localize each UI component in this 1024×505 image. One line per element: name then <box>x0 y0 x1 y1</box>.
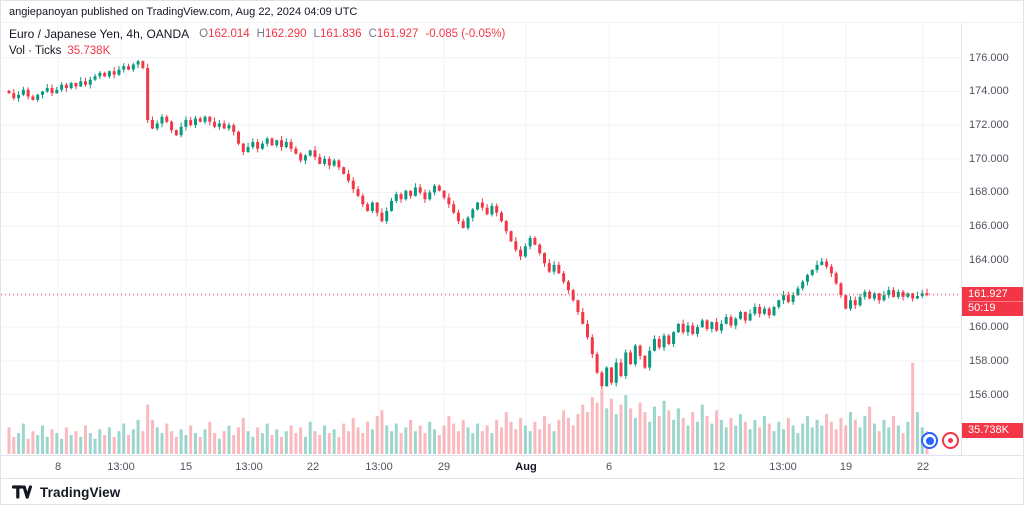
time-axis-label: 13:00 <box>365 461 393 473</box>
volume-series <box>7 362 929 454</box>
tradingview-wordmark[interactable]: TradingView <box>40 484 121 500</box>
time-axis-label: 13:00 <box>769 461 797 473</box>
bar-countdown: 50:19 <box>968 300 1023 315</box>
chart-legend: Euro / Japanese Yen, 4h, OANDA O162.014 … <box>9 26 505 59</box>
price-scale-label: 172.000 <box>969 119 1009 132</box>
price-scale-label: 170.000 <box>969 152 1009 165</box>
volume-value: 35.738K <box>67 45 111 57</box>
time-axis-label: 29 <box>437 461 451 473</box>
chart-canvas[interactable] <box>1 23 1024 455</box>
current-price-value: 161.927 <box>968 287 1008 300</box>
legend-change: -0.085 (-0.05%) <box>425 28 506 40</box>
time-axis-label: 15 <box>179 461 193 473</box>
time-axis-label: Aug <box>515 461 537 473</box>
blue-dot-marker-icon[interactable] <box>921 432 938 449</box>
price-scale-label: 160.000 <box>969 321 1009 334</box>
current-price-badge: 161.927 50:19 <box>962 286 1023 316</box>
legend-low: L161.836 <box>313 28 362 40</box>
price-scale-label: 158.000 <box>969 354 1009 367</box>
symbol-title[interactable]: Euro / Japanese Yen, 4h, OANDA <box>9 27 190 41</box>
attribution-text: angiepanoyan published on TradingView.co… <box>9 6 358 18</box>
red-dot-marker-icon[interactable] <box>942 432 959 449</box>
current-volume-value: 35.738K <box>968 424 1009 437</box>
price-scale-label: 176.000 <box>969 51 1009 64</box>
price-scale-label: 168.000 <box>969 186 1009 199</box>
grid-lines <box>1 23 962 454</box>
legend-volume-row: Vol · Ticks 35.738K <box>9 43 505 59</box>
legend-close: C161.927 <box>368 28 419 40</box>
time-axis-label: 6 <box>605 461 613 473</box>
tradingview-logo-icon[interactable] <box>11 483 33 501</box>
time-axis-label: 13:00 <box>235 461 263 473</box>
price-scale-label: 166.000 <box>969 220 1009 233</box>
time-axis-label: 22 <box>916 461 930 473</box>
time-axis-label: 12 <box>712 461 726 473</box>
time-axis-label: 13:00 <box>107 461 135 473</box>
volume-label: Vol · Ticks <box>9 45 62 57</box>
legend-ohlc-row: Euro / Japanese Yen, 4h, OANDA O162.014 … <box>9 26 505 42</box>
time-axis-label: 19 <box>839 461 853 473</box>
price-scale-label: 164.000 <box>969 253 1009 266</box>
current-volume-badge: 35.738K <box>962 423 1023 439</box>
legend-open: O162.014 <box>199 28 250 40</box>
candlestick-series[interactable] <box>7 59 929 390</box>
price-scale[interactable]: 161.927 50:19 35.738K 176.000 174.000 172.… <box>961 23 1023 455</box>
time-axis-label: 22 <box>306 461 320 473</box>
chart-pane[interactable]: Euro / Japanese Yen, 4h, OANDA O162.014 … <box>1 23 1023 455</box>
price-scale-label: 174.000 <box>969 85 1009 98</box>
legend-high: H162.290 <box>256 28 307 40</box>
footer-bar: TradingView <box>1 478 1023 504</box>
time-axis-label: 8 <box>54 461 62 473</box>
attribution-bar: angiepanoyan published on TradingView.co… <box>1 1 1023 23</box>
price-scale-label: 156.000 <box>969 388 1009 401</box>
time-axis[interactable]: 8 13:00 15 13:00 22 13:00 29 Aug 6 12 13:00 19 22 <box>1 455 1023 478</box>
